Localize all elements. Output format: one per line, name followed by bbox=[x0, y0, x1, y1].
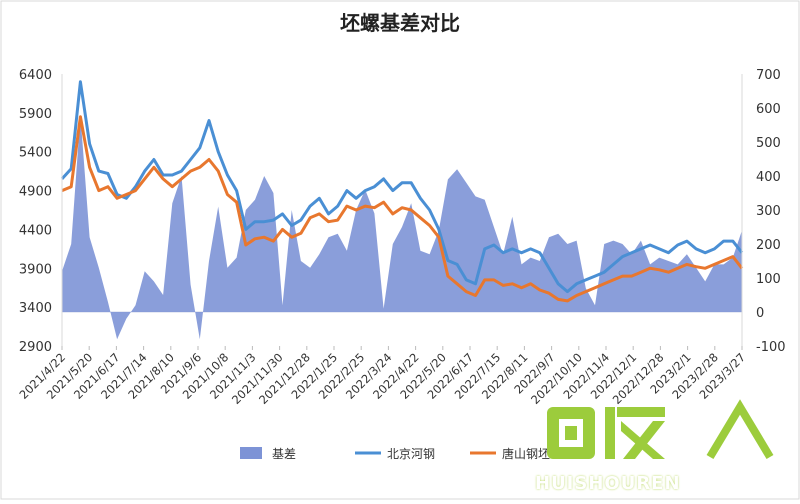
y2-tick-label: 100 bbox=[756, 272, 781, 287]
series-line-beijing bbox=[60, 80, 744, 294]
y2-tick-label: -100 bbox=[756, 340, 786, 355]
legend: 基差 北京河钢 唐山钢坯 bbox=[240, 446, 550, 461]
y2-tick-label: 700 bbox=[756, 68, 781, 83]
y-tick-label: 5400 bbox=[19, 146, 52, 161]
y-tick-label: 3900 bbox=[19, 262, 52, 277]
legend-swatch-basis bbox=[240, 447, 262, 459]
left-y-axis: 2900 3400 3900 4400 4900 5400 5900 6400 bbox=[19, 68, 63, 355]
chart-title: 坯螺基差对比 bbox=[340, 11, 460, 35]
y-tick-label: 5900 bbox=[19, 107, 52, 122]
series-line-tangshan bbox=[61, 115, 744, 303]
y-tick-label: 6400 bbox=[19, 68, 52, 83]
y-tick-label: 4900 bbox=[19, 185, 52, 200]
legend-label: 唐山钢坯 bbox=[502, 446, 550, 461]
right-y-axis: -100 0 100 200 300 400 500 600 700 bbox=[741, 68, 786, 355]
watermark-logo-icon bbox=[547, 399, 774, 460]
watermark: HUISHOUREN bbox=[535, 395, 785, 495]
price-lines-layer bbox=[60, 80, 744, 303]
y2-tick-label: 0 bbox=[756, 306, 764, 321]
y2-tick-label: 500 bbox=[756, 136, 781, 151]
y2-tick-label: 600 bbox=[756, 102, 781, 117]
series-area-basis bbox=[62, 114, 742, 340]
watermark-text: HUISHOUREN bbox=[535, 473, 681, 494]
y2-tick-label: 200 bbox=[756, 238, 781, 253]
y2-tick-label: 300 bbox=[756, 204, 781, 219]
y-tick-label: 2900 bbox=[19, 340, 52, 355]
y2-tick-label: 400 bbox=[756, 170, 781, 185]
y-tick-label: 3400 bbox=[19, 301, 52, 316]
legend-label: 基差 bbox=[272, 447, 296, 461]
legend-label: 北京河钢 bbox=[387, 447, 435, 461]
basis-area-layer bbox=[62, 114, 742, 340]
y-tick-label: 4400 bbox=[19, 223, 52, 238]
